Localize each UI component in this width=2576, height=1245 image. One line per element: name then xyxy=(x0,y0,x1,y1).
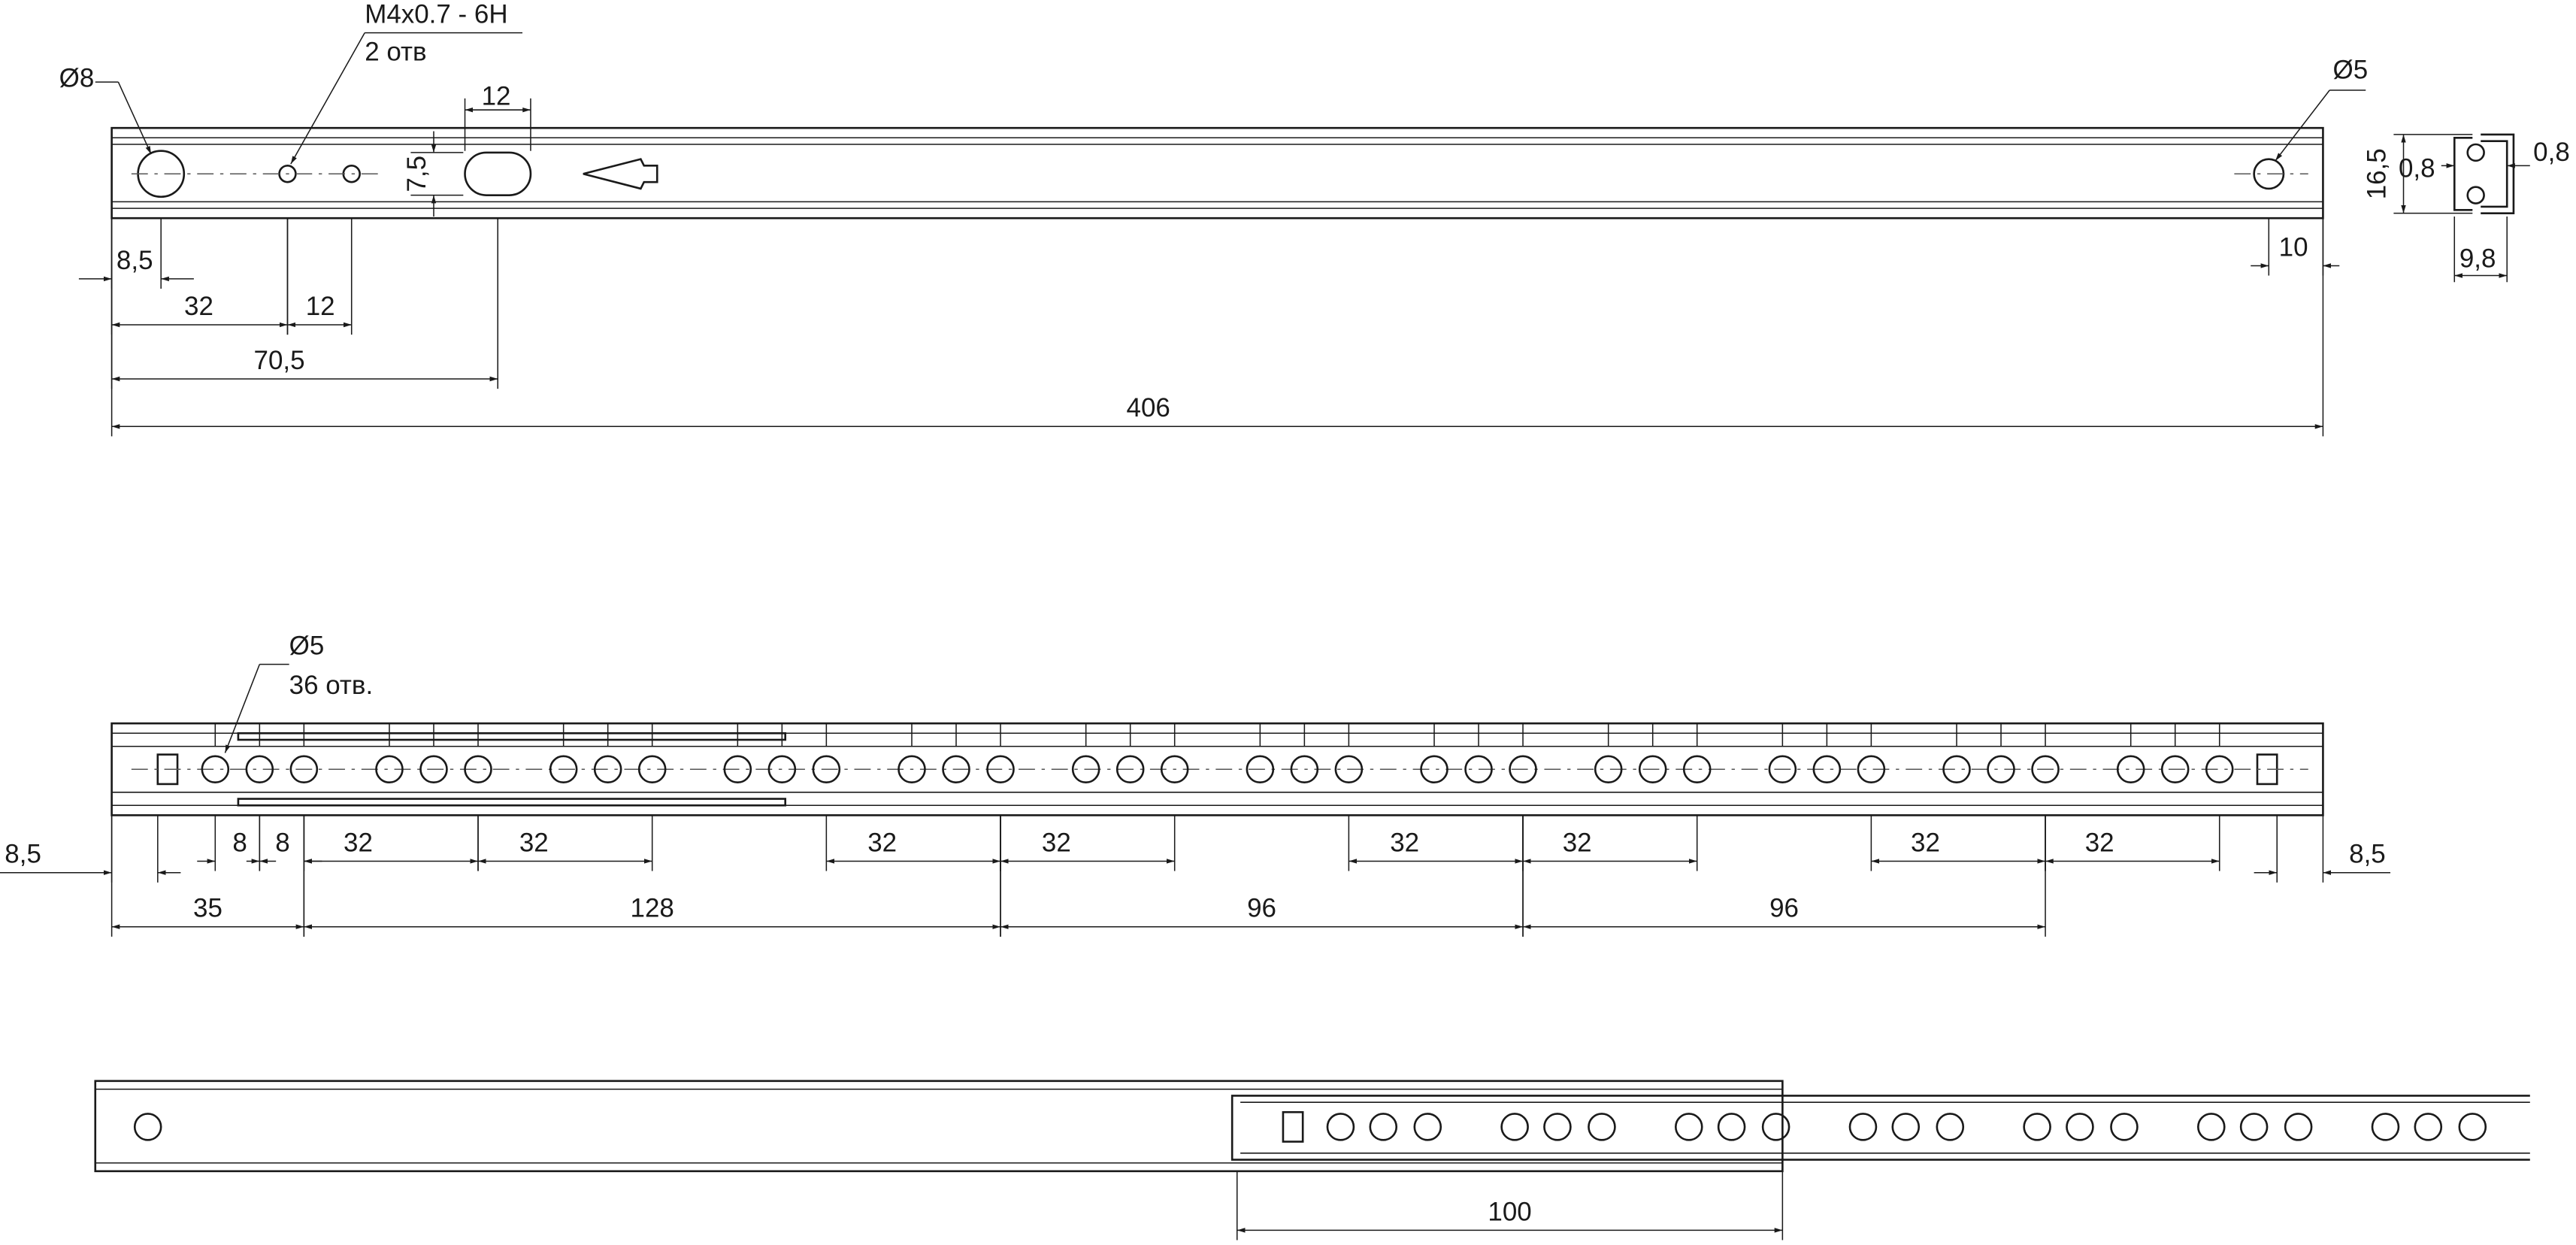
dim-label: 0,8 xyxy=(2399,154,2435,183)
dim-label: 100 xyxy=(1488,1197,1531,1226)
hole xyxy=(1543,1113,1572,1141)
dim-label: 406 xyxy=(1127,393,1170,423)
dim-label: 8,5 xyxy=(2349,840,2386,869)
hole xyxy=(1500,1113,1529,1141)
hole xyxy=(1848,1113,1878,1141)
hole xyxy=(2197,1113,2226,1141)
hole xyxy=(2239,1113,2269,1141)
hole xyxy=(1420,755,1448,784)
dim-label: 32 xyxy=(519,828,549,857)
hole xyxy=(1071,755,1100,784)
dim-label: 10 xyxy=(2279,232,2308,262)
hole-count: 36 отв. xyxy=(289,671,374,700)
hole xyxy=(1638,755,1667,784)
hole xyxy=(2205,755,2234,784)
hole xyxy=(2066,1113,2094,1141)
hole xyxy=(2414,1113,2443,1141)
hole xyxy=(289,755,319,784)
hole xyxy=(2023,1113,2051,1141)
profile xyxy=(2393,133,2530,283)
hole xyxy=(549,755,578,784)
hole xyxy=(1326,1113,1355,1141)
dim-label: 32 xyxy=(1042,828,1071,857)
hole xyxy=(2116,755,2145,784)
hole xyxy=(1936,1113,1965,1141)
hole xyxy=(1594,755,1623,784)
hole xyxy=(1369,1113,1398,1141)
hole xyxy=(2284,1113,2313,1141)
dim-label: 12 xyxy=(306,292,335,321)
hole xyxy=(1812,755,1842,784)
dim-label: 8 xyxy=(232,828,247,857)
hole-callout: Ø5 xyxy=(2333,56,2369,85)
hole xyxy=(1768,755,1797,784)
hole xyxy=(898,755,926,784)
dim-label: 32 xyxy=(1563,828,1592,857)
hole xyxy=(2371,1113,2400,1141)
thread-spec: M4x0.7 - 6H xyxy=(365,0,507,29)
hole xyxy=(1334,755,1364,784)
hole xyxy=(1464,755,1493,784)
hole xyxy=(767,755,797,784)
hole xyxy=(1674,1113,1703,1141)
dim-label: 32 xyxy=(344,828,373,857)
hole xyxy=(986,755,1015,784)
hole xyxy=(245,755,274,784)
hole xyxy=(723,755,752,784)
top-rail xyxy=(110,126,2324,220)
dim-label: 70,5 xyxy=(254,346,305,375)
hole xyxy=(1682,755,1712,784)
hole xyxy=(464,755,492,784)
hole xyxy=(1509,755,1537,784)
dim-label: 32 xyxy=(2085,828,2114,857)
dim-label: 8 xyxy=(275,828,289,857)
hole xyxy=(942,755,970,784)
hole xyxy=(1413,1113,1442,1141)
dim-label: 32 xyxy=(1390,828,1419,857)
hole xyxy=(2031,755,2060,784)
hole xyxy=(812,755,841,784)
dim-label: 8,5 xyxy=(117,246,153,275)
dim-label: 32 xyxy=(1911,828,1940,857)
dim-label: 35 xyxy=(193,894,222,923)
dim-label: 8,5 xyxy=(5,840,41,869)
hole xyxy=(419,755,448,784)
hole xyxy=(201,755,230,784)
dim-label: 96 xyxy=(1247,894,1276,923)
dim-label: 12 xyxy=(482,82,511,111)
thread-count: 2 отв xyxy=(365,38,426,67)
leaders xyxy=(95,32,2366,753)
hole xyxy=(1942,755,1971,784)
hole xyxy=(1588,1113,1616,1141)
hole xyxy=(1290,755,1319,784)
dim-label: 16,5 xyxy=(2362,148,2391,199)
dim-label: 32 xyxy=(184,292,213,321)
hole xyxy=(2110,1113,2139,1141)
dim-label: 128 xyxy=(631,894,674,923)
side-rail xyxy=(110,722,2324,816)
hole xyxy=(1857,755,1886,784)
dim-label: 0,8 xyxy=(2533,138,2570,167)
hole xyxy=(375,755,404,784)
hole xyxy=(1717,1113,1746,1141)
hole xyxy=(1987,755,2015,784)
hole xyxy=(1761,1113,1790,1141)
extended-rail xyxy=(94,1080,2530,1173)
hole xyxy=(1160,755,1189,784)
hole xyxy=(637,755,667,784)
dim-label: 9,8 xyxy=(2459,244,2496,274)
hole xyxy=(1246,755,1275,784)
hole xyxy=(1115,755,1145,784)
dim-label: 96 xyxy=(1769,894,1799,923)
hole xyxy=(1891,1113,1921,1141)
hole xyxy=(2458,1113,2487,1141)
hole-callout: Ø8 xyxy=(59,64,95,93)
hole xyxy=(593,755,622,784)
hole-callout: Ø5 xyxy=(289,632,325,661)
dim-label: 32 xyxy=(867,828,897,857)
dim-label: 7,5 xyxy=(402,156,431,192)
hole xyxy=(2160,755,2190,784)
